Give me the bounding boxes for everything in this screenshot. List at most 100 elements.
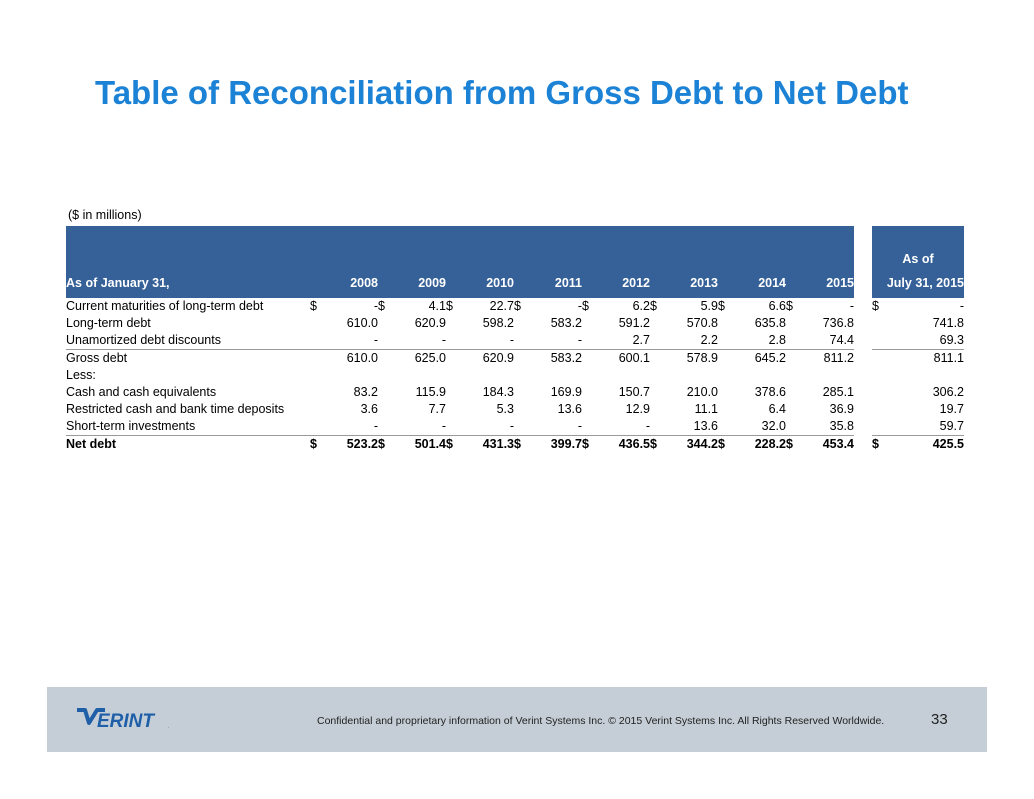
cell-value: 625.0: [400, 349, 446, 367]
cell-value: [468, 367, 514, 384]
cell-value: 645.2: [740, 349, 786, 367]
cell-value: 635.8: [754, 316, 786, 330]
currency-symbol: [514, 349, 536, 367]
svg-text:ERINT: ERINT: [97, 711, 155, 731]
currency-symbol: [582, 418, 604, 436]
svg-text:.: .: [168, 724, 169, 730]
header-row: As of January 31, 2008 2009 2010 2011 20…: [66, 269, 964, 298]
cell-value: [740, 367, 786, 384]
cell-value: 600.1: [604, 349, 650, 367]
currency-symbol: [718, 384, 740, 401]
cell-value: 3.6: [360, 402, 378, 416]
currency-symbol: $: [718, 435, 740, 453]
header-year: 2011: [536, 269, 582, 298]
currency-symbol: [872, 384, 902, 401]
cell-value: -: [509, 419, 514, 433]
header-asof: As of: [872, 226, 964, 269]
currency-symbol: [310, 367, 332, 384]
cell-value: 620.9: [414, 316, 446, 330]
currency-symbol: [378, 401, 400, 418]
cell-value: 344.2: [672, 435, 718, 453]
cell-value: 378.6: [754, 385, 786, 399]
currency-symbol: [310, 349, 332, 367]
currency-symbol: [378, 332, 400, 350]
currency-symbol: [446, 401, 468, 418]
header-year: 2009: [400, 269, 446, 298]
footer-bar: ERINT . Confidential and proprietary inf…: [47, 687, 987, 752]
currency-symbol: $: [514, 435, 536, 453]
table-row: Net debt $523.2 $501.4 $431.3 $399.7 $436.5 $3…: [66, 435, 964, 453]
cell-value: 13.6: [693, 419, 718, 433]
currency-symbol: [650, 384, 672, 401]
currency-symbol: [310, 315, 332, 332]
currency-symbol: [786, 349, 808, 367]
currency-symbol: [514, 401, 536, 418]
table-row: Short-term investments - - - - - 13.6 32.0 35.8 5…: [66, 418, 964, 436]
cell-value: 583.2: [550, 316, 582, 330]
row-label: Unamortized debt discounts: [66, 333, 221, 347]
cell-value: 5.9: [700, 299, 718, 313]
table-row: Current maturities of long-term debt $ - $4…: [66, 298, 964, 315]
currency-symbol: [310, 401, 332, 418]
cell-value: 285.1: [822, 385, 854, 399]
currency-symbol: $: [872, 435, 902, 453]
row-label: Net debt: [66, 435, 310, 453]
currency-symbol: [718, 418, 740, 436]
currency-symbol: [718, 332, 740, 350]
row-label: Long-term debt: [66, 316, 151, 330]
cell-value: 591.2: [618, 316, 650, 330]
header-year: 2013: [672, 269, 718, 298]
cell-value-last: [902, 367, 964, 384]
currency-symbol: [514, 367, 536, 384]
cell-value: 210.0: [686, 385, 718, 399]
currency-symbol: [650, 401, 672, 418]
cell-value: -: [441, 419, 446, 433]
cell-value: 453.4: [808, 435, 854, 453]
currency-symbol: [786, 332, 808, 350]
cell-value-last: 59.7: [939, 419, 964, 433]
currency-symbol: [582, 367, 604, 384]
currency-symbol: [650, 332, 672, 350]
cell-value-last: 19.7: [939, 402, 964, 416]
confidential-notice: Confidential and proprietary information…: [317, 715, 885, 727]
page-title: Table of Reconciliation from Gross Debt …: [95, 74, 909, 111]
cell-value: -: [509, 333, 514, 347]
cell-value: 570.8: [686, 316, 718, 330]
currency-symbol: $: [310, 299, 317, 313]
cell-value: 610.0: [346, 316, 378, 330]
header-last: July 31, 2015: [872, 269, 964, 298]
cell-value-last: 811.1: [902, 349, 964, 367]
cell-value: 115.9: [415, 385, 446, 399]
cell-value: 620.9: [468, 349, 514, 367]
table-row: Cash and cash equivalents 83.2 115.9 184.3 1…: [66, 384, 964, 401]
cell-value: -: [373, 419, 378, 433]
currency-symbol: $: [650, 299, 657, 313]
header-year: 2008: [332, 269, 378, 298]
verint-logo: ERINT .: [75, 707, 175, 732]
cell-value: 11.1: [694, 402, 718, 416]
currency-symbol: [378, 418, 400, 436]
header-year: 2010: [468, 269, 514, 298]
cell-value: 150.7: [618, 385, 650, 399]
cell-value: 436.5: [604, 435, 650, 453]
header-year: 2012: [604, 269, 650, 298]
currency-symbol: [582, 332, 604, 350]
table-row: Gross debt 610.0 625.0 620.9 583.2 600.1 578.9…: [66, 349, 964, 367]
cell-value: -: [373, 299, 378, 313]
units-note: ($ in millions): [68, 208, 142, 222]
currency-symbol: [310, 418, 332, 436]
currency-symbol: [310, 332, 332, 350]
currency-symbol: [650, 349, 672, 367]
currency-symbol: [786, 401, 808, 418]
cell-value: 228.2: [740, 435, 786, 453]
currency-symbol: [786, 367, 808, 384]
currency-symbol: [446, 367, 468, 384]
currency-symbol: [650, 418, 672, 436]
cell-value: 431.3: [468, 435, 514, 453]
currency-symbol: [378, 315, 400, 332]
cell-value-last: 306.2: [932, 385, 964, 399]
cell-value: 169.9: [550, 385, 582, 399]
cell-value-last: -: [959, 299, 964, 313]
cell-value: 184.3: [482, 385, 514, 399]
cell-value: [332, 367, 378, 384]
